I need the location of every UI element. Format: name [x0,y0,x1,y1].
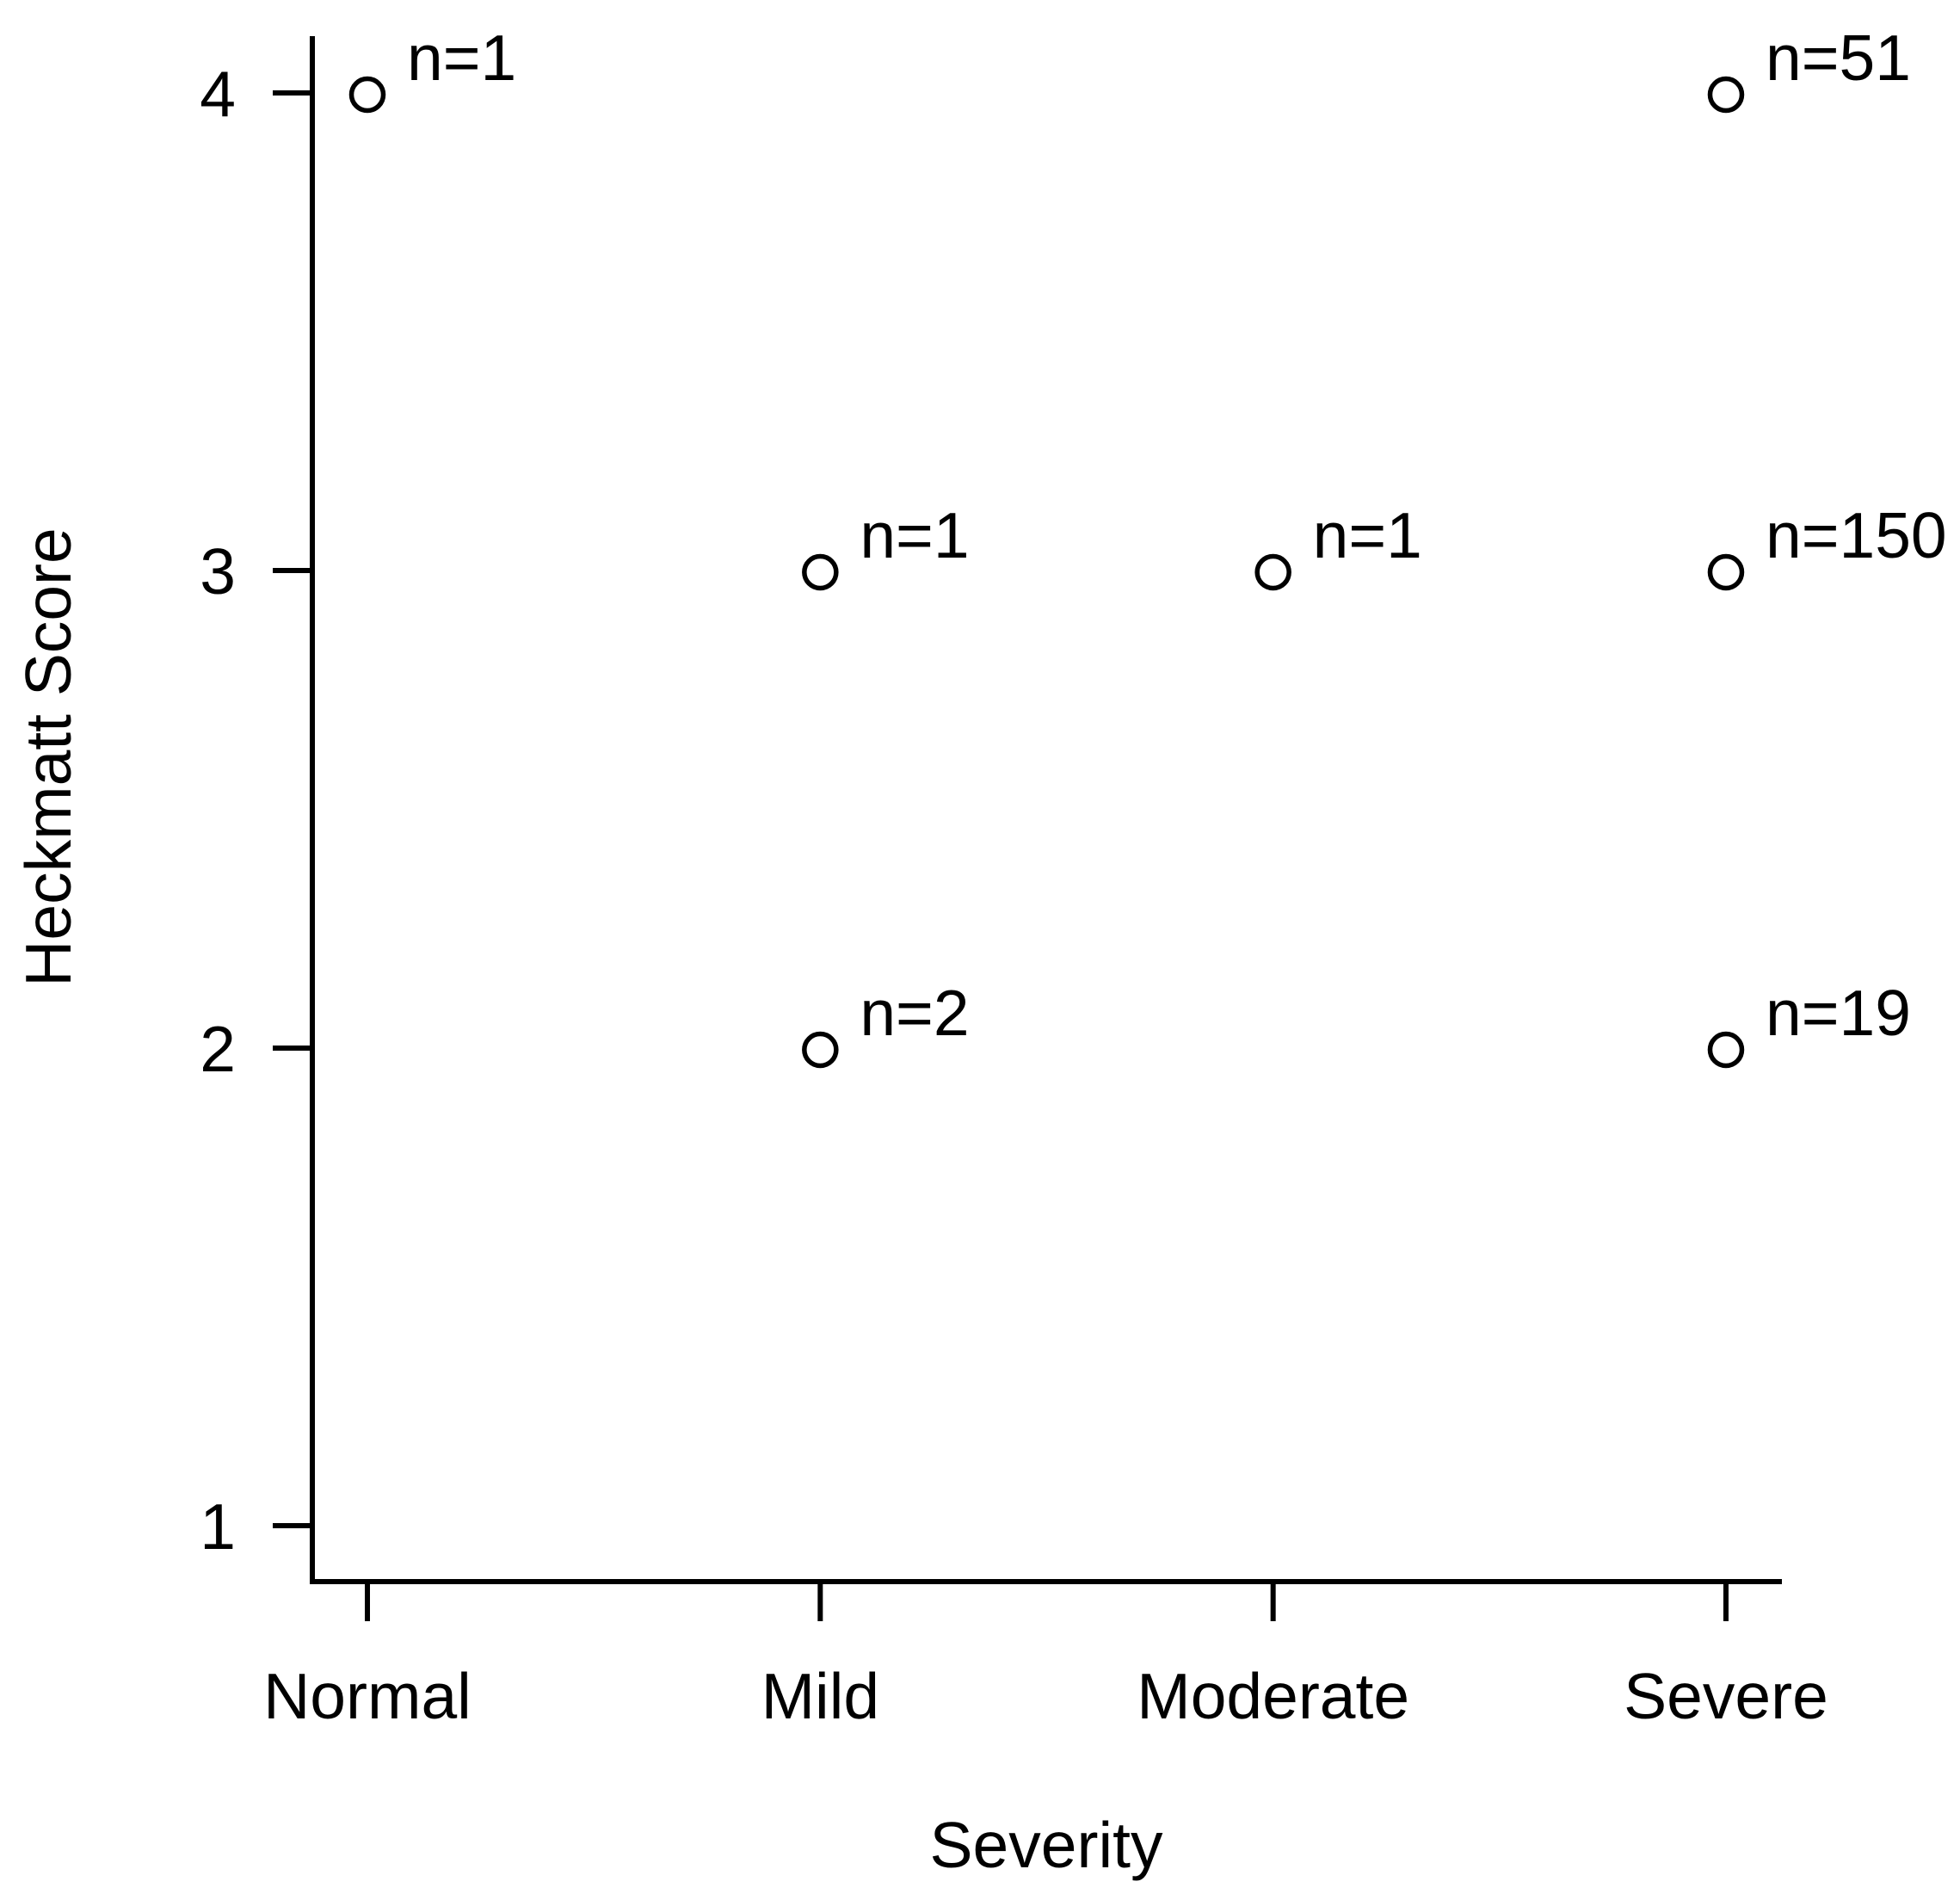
data-point-count-label: n=1 [1313,499,1422,571]
y-axis-title: Heckmatt Score [12,527,84,987]
data-point-marker [1254,553,1291,591]
x-tick-label: Severe [1624,1660,1828,1732]
data-point-count-label: n=51 [1766,22,1911,94]
y-axis-ticks: 1 2 3 4 [200,58,312,1563]
y-tick-label: 4 [200,58,236,130]
y-tick-label: 2 [200,1013,236,1085]
data-point-count-label: n=1 [860,499,969,571]
data-point-count-label: n=1 [407,22,516,94]
x-axis-title: Severity [930,1809,1163,1881]
data-point-count-label: n=19 [1766,977,1911,1049]
data-points: n=1 n=1 n=2 n=1 n=51 n=150 n=19 [348,22,1947,1069]
x-tick-label: Normal [263,1660,472,1732]
y-tick-label: 1 [200,1490,236,1563]
x-axis-ticks: Normal Mild Moderate Severe [263,1582,1828,1732]
data-point-marker [348,76,386,114]
y-tick-label: 3 [200,535,236,608]
x-tick-label: Mild [761,1660,880,1732]
data-point-marker [1707,1031,1745,1069]
x-tick-label: Moderate [1137,1660,1409,1732]
data-point-marker [802,1031,839,1069]
data-point-count-label: n=2 [860,977,969,1049]
data-point-marker [1707,76,1745,114]
data-point-marker [1707,553,1745,591]
data-point-count-label: n=150 [1766,499,1947,571]
data-point-marker [802,553,839,591]
